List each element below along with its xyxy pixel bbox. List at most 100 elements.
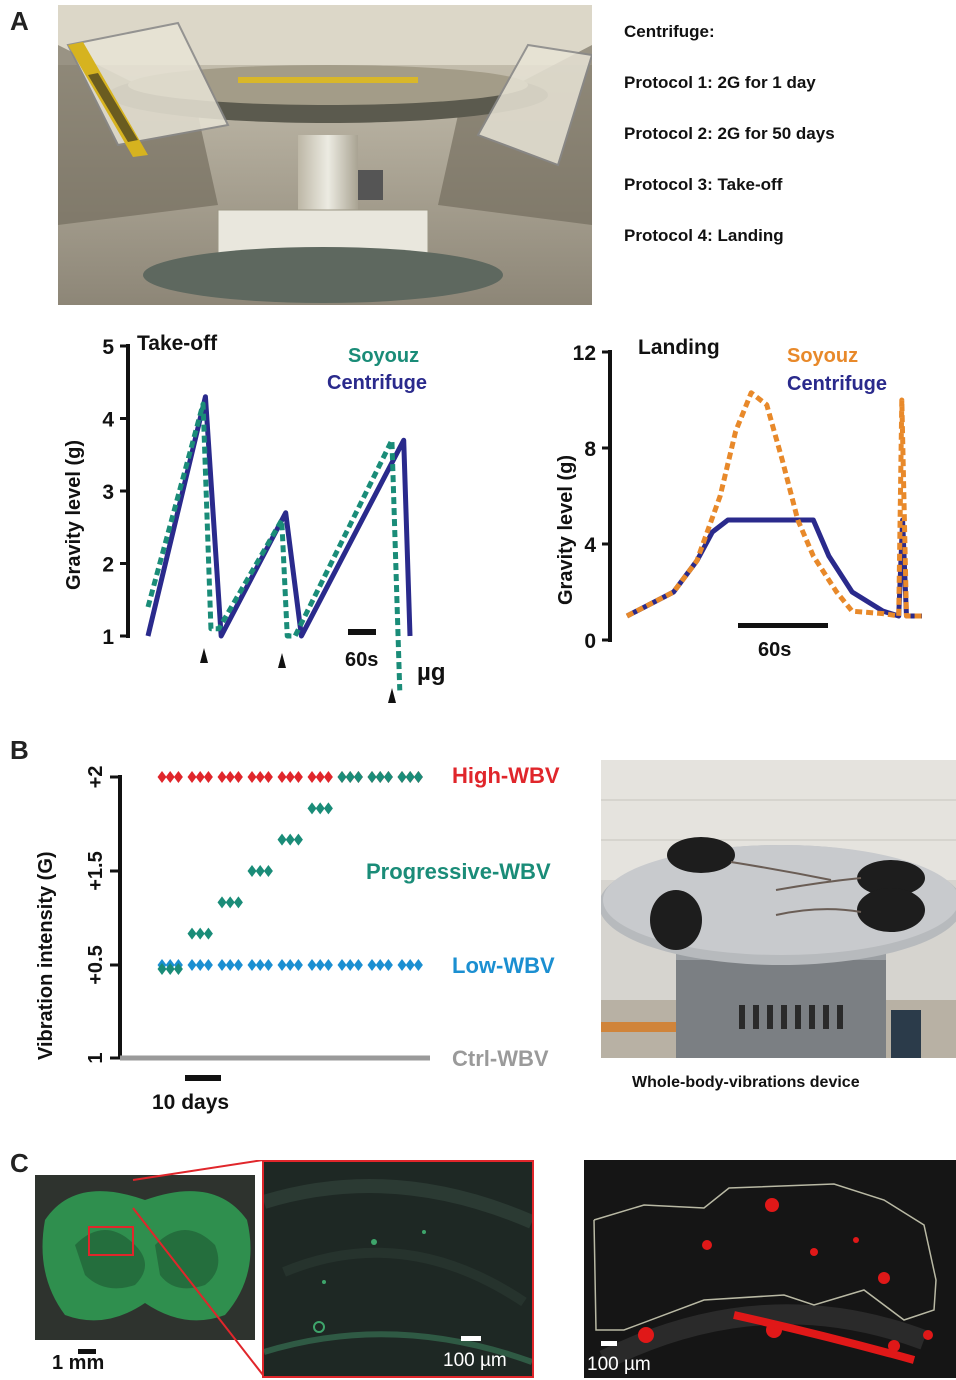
high-wbv-marker (187, 771, 197, 783)
low-wbv-marker (397, 959, 407, 971)
progressive-wbv-marker (367, 771, 377, 783)
takeoff-scale-bar (348, 629, 376, 635)
wbv-device-photo (601, 760, 956, 1058)
y-tick-label: 1 (102, 626, 114, 649)
progressive-wbv-marker (337, 771, 347, 783)
wbv-scale-bar (185, 1075, 221, 1081)
high-wbv-marker (233, 771, 243, 783)
low-wbv-marker (195, 959, 205, 971)
low-wbv-marker (413, 959, 423, 971)
landing-ylabel: Gravity level (g) (555, 455, 577, 605)
progressive-wbv-marker (383, 771, 393, 783)
low-wbv-marker (217, 959, 227, 971)
wbv-chart: Vibration intensity (G) 1 +0.5 +1.5 +2 High… (35, 763, 560, 1114)
progressive-wbv-marker (397, 771, 407, 783)
low-wbv-marker (367, 959, 377, 971)
panel-label-a: A (10, 6, 29, 36)
series-line-soyouz (145, 401, 403, 691)
takeoff-scale-label: 60s (345, 649, 378, 671)
high-wbv-marker (225, 771, 235, 783)
y-tick-label: 8 (584, 438, 596, 461)
y-tick-label: 2 (102, 554, 114, 577)
high-wbv-marker (157, 771, 167, 783)
protocol-4: Protocol 4: Landing (624, 226, 784, 245)
low-wbv-marker (263, 959, 273, 971)
low-wbv-marker (247, 959, 257, 971)
landing-title: Landing (638, 336, 720, 359)
y-tick-label: 5 (102, 336, 114, 359)
progressive-wbv-marker (247, 865, 257, 877)
progressive-wbv-marker (293, 833, 303, 846)
zoom-scale-label: 100 µm (443, 1350, 507, 1371)
high-wbv-marker (203, 771, 213, 783)
progressive-wbv-marker (157, 963, 167, 975)
low-wbv-marker (383, 959, 393, 971)
takeoff-title: Take-off (137, 332, 218, 355)
segmentation-scale-label: 100 µm (587, 1354, 651, 1375)
low-wbv-marker (323, 959, 333, 971)
takeoff-arrow-2 (278, 653, 286, 668)
progressive-wbv-marker (217, 896, 227, 909)
high-wbv-marker (285, 771, 295, 783)
y-tick-label: +1.5 (85, 851, 107, 890)
takeoff-microgravity-label: µg (417, 659, 446, 686)
brain-scale-bar (78, 1349, 96, 1354)
progressive-wbv-marker (187, 927, 197, 940)
segmentation-scale-bar (601, 1341, 617, 1346)
takeoff-arrow-1 (200, 648, 208, 663)
series-line-centrifuge (625, 517, 922, 619)
landing-scale-label: 60s (758, 639, 791, 661)
brain-section-image (35, 1175, 255, 1340)
low-wbv-marker (315, 959, 325, 971)
hippocampus-zoom-image (262, 1160, 534, 1378)
zoom-scale-bar (461, 1336, 481, 1341)
panel-label-c: C (10, 1148, 29, 1178)
takeoff-legend-centrifuge: Centrifuge (327, 372, 427, 394)
brain-roi-box (88, 1226, 134, 1256)
progressive-wbv-marker (345, 771, 355, 783)
progressive-wbv-marker (195, 927, 205, 940)
y-tick-label: 4 (102, 409, 114, 432)
high-wbv-marker (293, 771, 303, 783)
progressive-wbv-marker (375, 771, 385, 783)
y-tick-label: 3 (102, 481, 114, 504)
y-tick-label: +0.5 (85, 945, 107, 984)
takeoff-arrow-3 (388, 688, 396, 703)
landing-chart: Gravity level (g) 0 4 8 12 Landing Soyouz C… (555, 336, 922, 661)
high-wbv-marker (173, 771, 183, 783)
progressive-wbv-marker (323, 802, 333, 815)
brain-scale-label: 1 mm (52, 1352, 105, 1374)
wbv-device-caption: Whole-body-vibrations device (632, 1074, 860, 1091)
high-wbv-marker (195, 771, 205, 783)
progressive-wbv-marker (225, 896, 235, 909)
high-wbv-marker (263, 771, 273, 783)
progressive-wbv-marker (173, 963, 183, 975)
low-wbv-marker (405, 959, 415, 971)
low-wbv-marker (337, 959, 347, 971)
low-wbv-marker (345, 959, 355, 971)
y-tick-label: 4 (584, 534, 596, 557)
y-tick-label: 1 (85, 1052, 107, 1063)
progressive-wbv-marker (277, 833, 287, 846)
zoom-connector-lines (132, 1160, 264, 1376)
protocol-3: Protocol 3: Take-off (624, 175, 783, 194)
wbv-label-high: High-WBV (452, 763, 560, 788)
y-tick-label: +2 (85, 766, 107, 789)
wbv-ylabel: Vibration intensity (G) (35, 851, 57, 1060)
low-wbv-marker (277, 959, 287, 971)
low-wbv-marker (203, 959, 213, 971)
landing-legend-centrifuge: Centrifuge (787, 373, 887, 395)
progressive-wbv-marker (165, 963, 175, 975)
low-wbv-marker (225, 959, 235, 971)
wbv-label-progressive: Progressive-WBV (366, 859, 551, 884)
low-wbv-marker (353, 959, 363, 971)
protocol-1: Protocol 1: 2G for 1 day (624, 73, 816, 92)
wbv-scale-label: 10 days (152, 1091, 229, 1114)
centrifuge-photo (58, 5, 592, 305)
y-tick-label: 0 (584, 630, 596, 653)
series-line-soyouz (625, 390, 922, 619)
high-wbv-marker (165, 771, 175, 783)
takeoff-ylabel: Gravity level (g) (63, 440, 85, 590)
series-line-centrifuge (145, 394, 413, 639)
low-wbv-marker (233, 959, 243, 971)
